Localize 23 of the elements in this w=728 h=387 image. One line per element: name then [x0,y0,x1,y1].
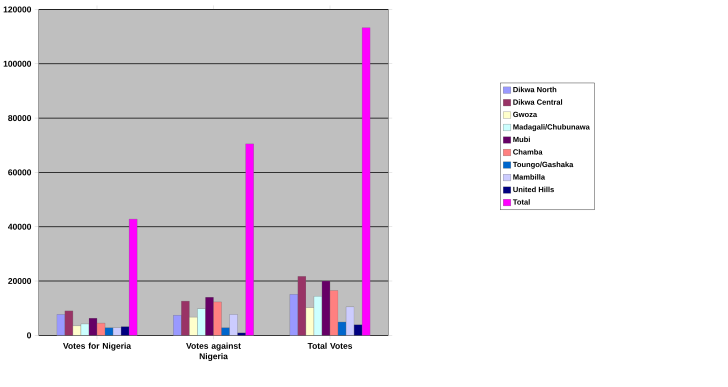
bar [290,294,298,336]
bar [245,144,254,336]
y-tick-label: 0 [27,332,32,338]
x-tick-label: Votes against Nigeria [186,342,241,361]
y-tick-label: 100000 [4,60,32,67]
x-tick-label: Votes for Nigeria [63,342,132,350]
bar [173,314,182,336]
y-tick-label: 80000 [8,114,32,121]
y-tick-label: 20000 [8,278,32,284]
bar [128,218,138,336]
bar [346,306,354,336]
bar [229,314,238,336]
bar [181,300,190,336]
bar [189,316,198,336]
x-tick-label: Total Votes [308,342,352,349]
y-tick-label: 40000 [8,224,32,230]
y-tick-label: 60000 [8,169,32,176]
bar [56,314,66,336]
bar [362,27,370,336]
bar [298,276,306,336]
y-tick-label: 120000 [4,6,32,12]
bar [306,307,314,336]
bar [64,310,74,336]
